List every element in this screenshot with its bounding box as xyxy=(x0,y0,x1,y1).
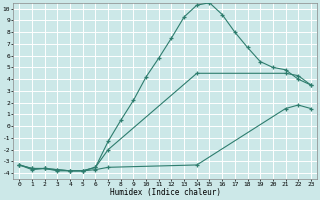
X-axis label: Humidex (Indice chaleur): Humidex (Indice chaleur) xyxy=(110,188,220,197)
